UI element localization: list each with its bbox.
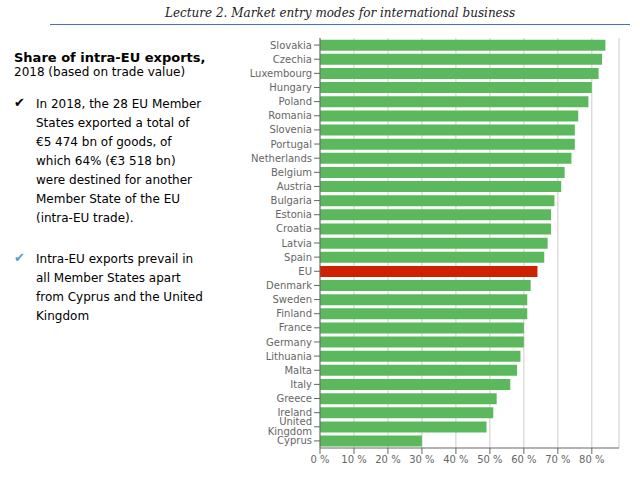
svg-text:Poland: Poland xyxy=(279,96,312,107)
svg-text:Belgium: Belgium xyxy=(271,167,312,178)
svg-text:Ireland: Ireland xyxy=(277,407,312,419)
html-text:Share of intra-EU exports,: Share of intra-EU exports, xyxy=(14,50,206,65)
svg-text:10 %: 10 % xyxy=(341,454,366,465)
svg-text:Latvia: Latvia xyxy=(282,238,312,249)
svg-text:EU: EU xyxy=(298,266,312,277)
svg-text:Slovakia: Slovakia xyxy=(270,40,312,51)
html-text:were destined for another: were destined for another xyxy=(36,173,192,187)
html-text:all Member States apart: all Member States apart xyxy=(36,271,181,285)
svg-text:30 %: 30 % xyxy=(409,454,434,465)
html-text:€5 474 bn of goods, of: €5 474 bn of goods, of xyxy=(36,135,172,149)
svg-text:Germany: Germany xyxy=(266,337,312,348)
svg-text:Lithuania: Lithuania xyxy=(266,351,312,362)
svg-text:Luxembourg: Luxembourg xyxy=(250,68,312,79)
html-text:Intra-EU exports prevail in: Intra-EU exports prevail in xyxy=(36,252,194,266)
svg-text:70 %: 70 % xyxy=(545,454,570,465)
svg-text:Romania: Romania xyxy=(268,110,312,121)
svg-text:Netherlands: Netherlands xyxy=(251,153,312,164)
svg-text:Cyprus: Cyprus xyxy=(277,435,312,446)
html-text:In 2018, the 28 EU Member: In 2018, the 28 EU Member xyxy=(36,97,202,111)
html-text:2018 (based on trade value): 2018 (based on trade value) xyxy=(14,65,186,79)
html-text:from Cyprus and the United: from Cyprus and the United xyxy=(36,290,203,304)
svg-text:0 %: 0 % xyxy=(310,454,329,465)
svg-text:France: France xyxy=(279,322,312,333)
html-text:Kingdom: Kingdom xyxy=(36,309,90,323)
svg-text:60 %: 60 % xyxy=(511,454,536,465)
svg-text:Hungary: Hungary xyxy=(269,82,312,93)
html-text:(intra-EU trade).: (intra-EU trade). xyxy=(36,211,134,225)
html-text:States exported a total of: States exported a total of xyxy=(36,116,190,130)
svg-text:Austria: Austria xyxy=(277,181,312,192)
svg-text:Portugal: Portugal xyxy=(271,139,312,150)
svg-text:Slovenia: Slovenia xyxy=(269,124,312,135)
svg-text:UnitedKingdom: UnitedKingdom xyxy=(268,416,312,437)
svg-text:50 %: 50 % xyxy=(477,454,502,465)
html-text:Lecture 2. Market entry modes: Lecture 2. Market entry modes for intern… xyxy=(165,6,515,20)
svg-text:Finland: Finland xyxy=(276,308,312,319)
svg-text:Sweden: Sweden xyxy=(272,294,312,305)
svg-text:Spain: Spain xyxy=(284,252,312,263)
html-text:Member State of the EU: Member State of the EU xyxy=(36,192,180,206)
svg-text:Estonia: Estonia xyxy=(275,209,312,220)
svg-text:Italy: Italy xyxy=(290,379,312,390)
svg-text:20 %: 20 % xyxy=(375,454,400,465)
svg-text:Bulgaria: Bulgaria xyxy=(271,195,312,206)
svg-text:40 %: 40 % xyxy=(443,454,468,465)
svg-text:80 %: 80 % xyxy=(579,454,604,465)
svg-text:Croatia: Croatia xyxy=(276,223,312,234)
svg-text:Czechia: Czechia xyxy=(273,54,312,65)
svg-text:Greece: Greece xyxy=(276,393,312,404)
svg-text:Denmark: Denmark xyxy=(266,280,312,291)
html-text:which 64% (€3 518 bn): which 64% (€3 518 bn) xyxy=(36,154,176,168)
svg-text:Malta: Malta xyxy=(284,365,312,376)
